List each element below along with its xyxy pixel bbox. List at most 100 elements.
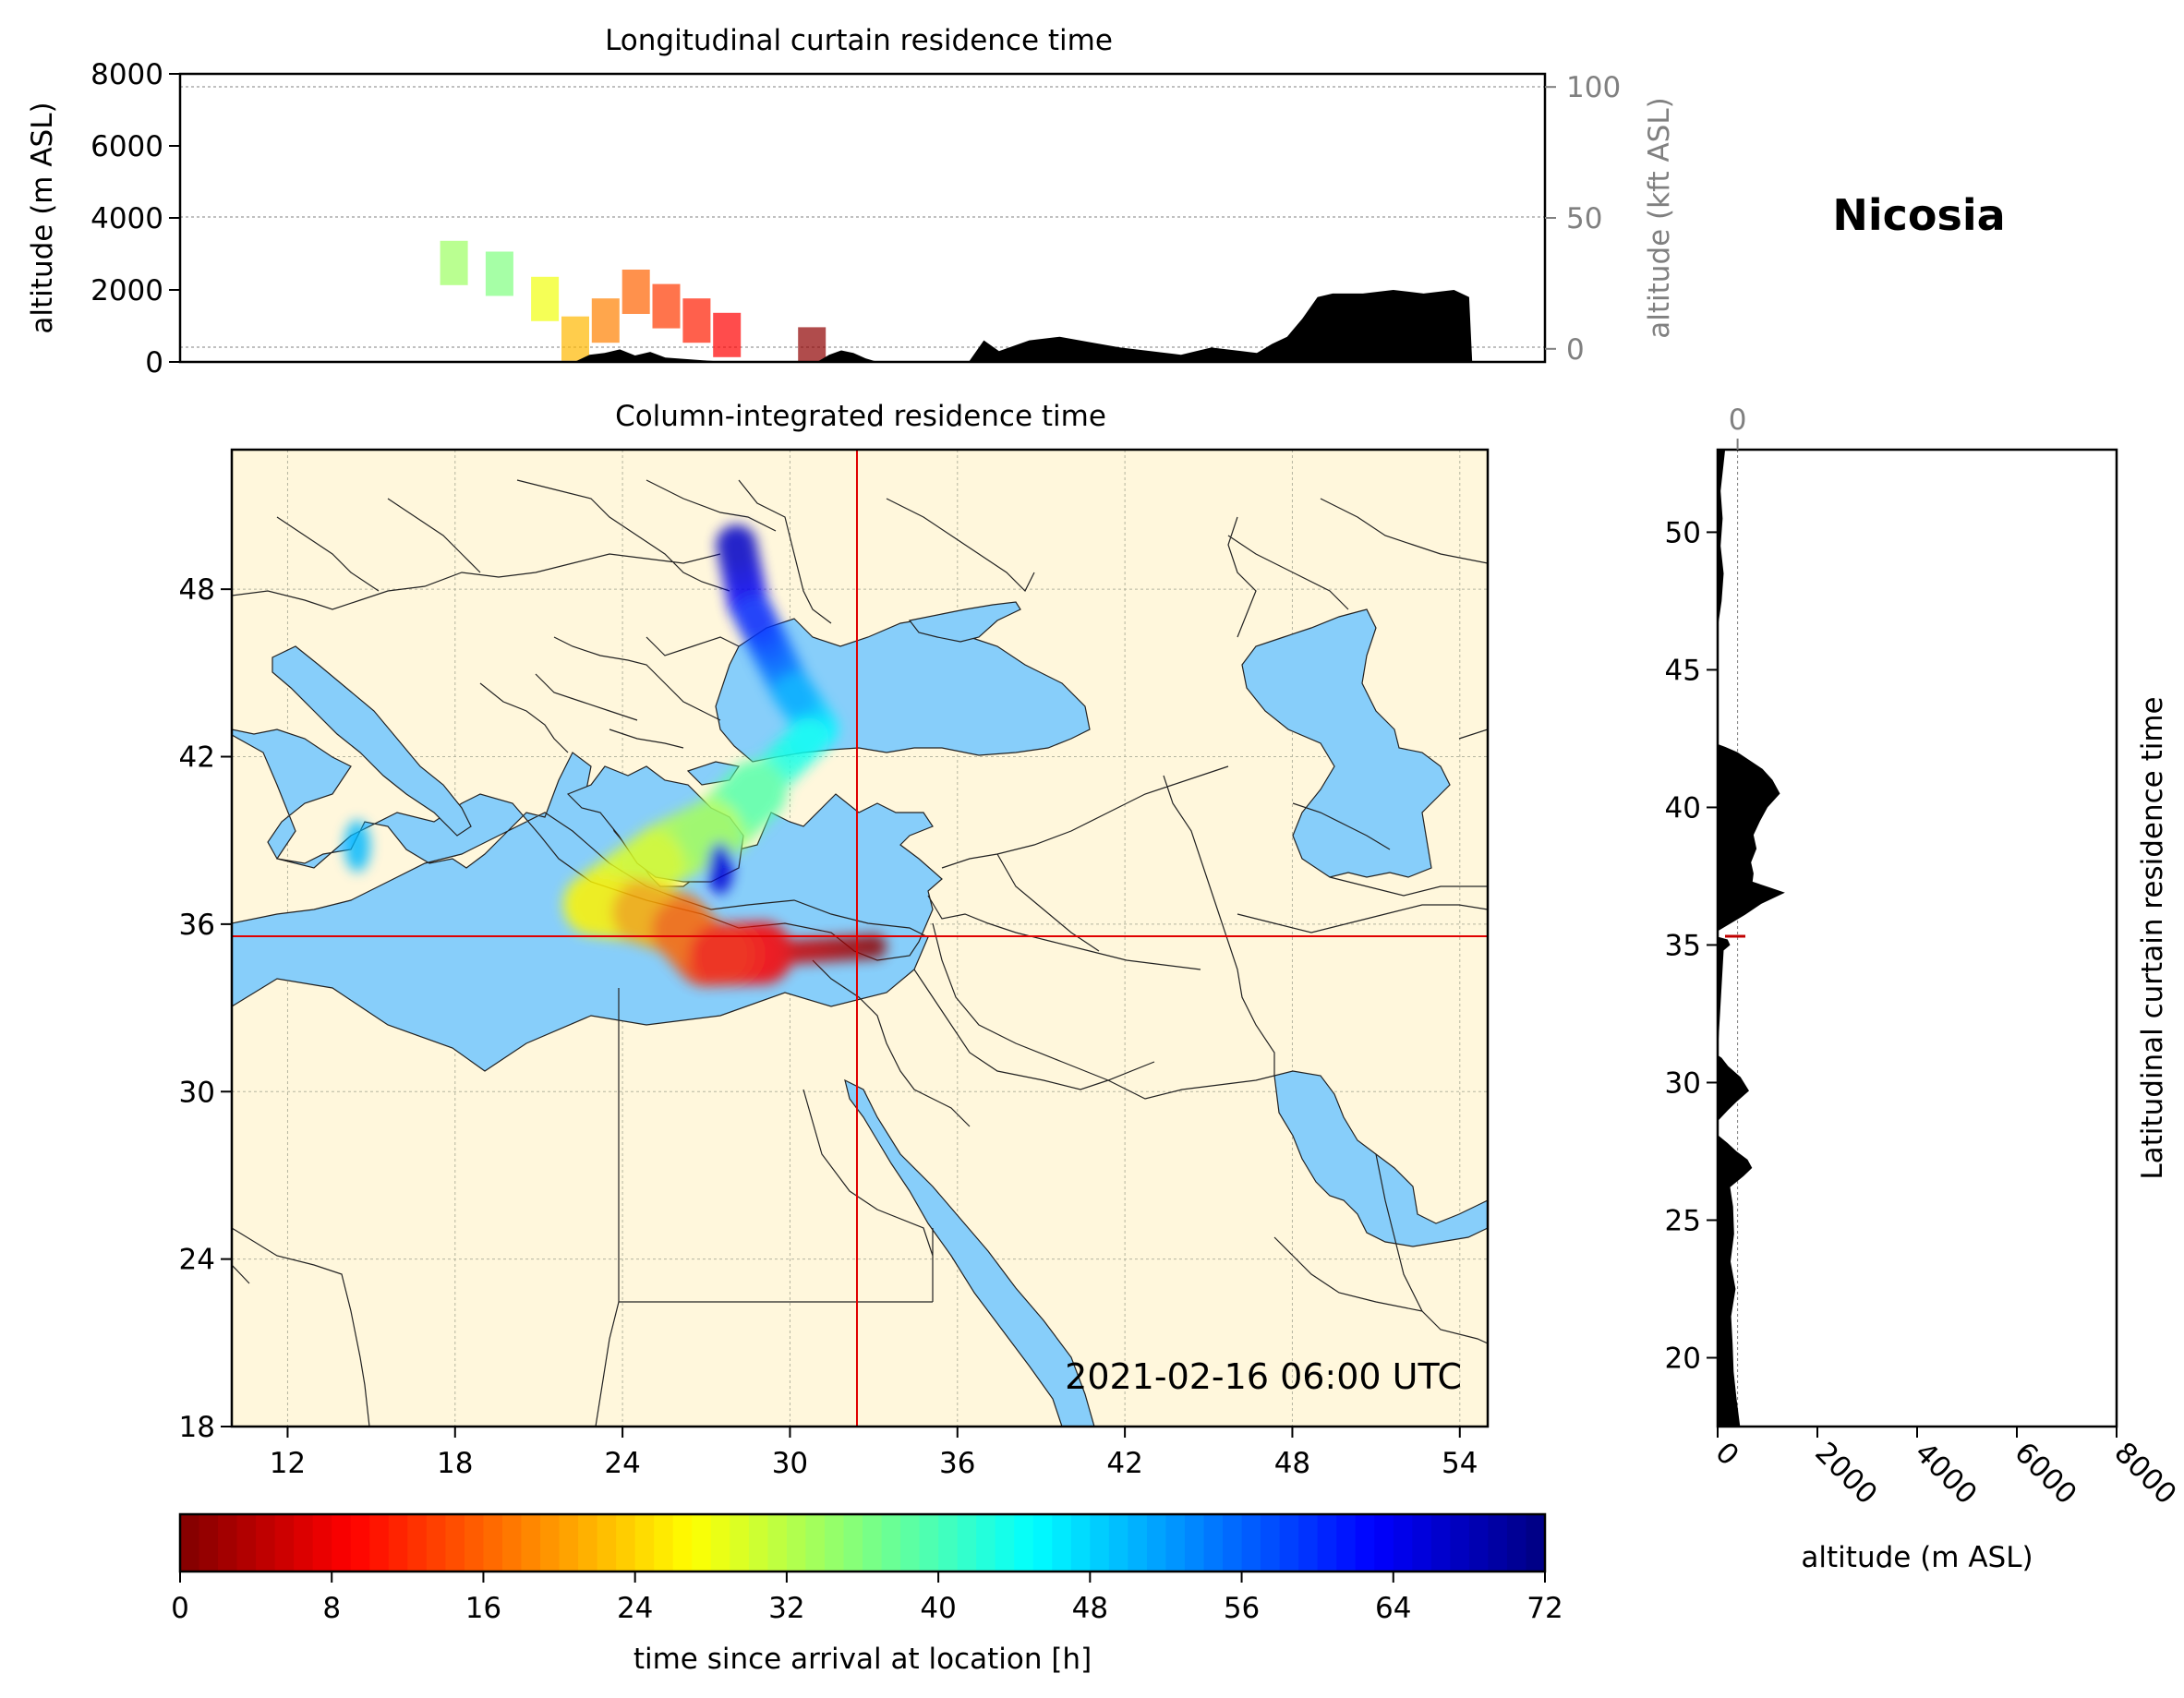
colorbar-tick-label: 48 [1072, 1592, 1108, 1625]
map-xtick-label: 30 [772, 1447, 808, 1480]
colorbar-cell [881, 1514, 901, 1572]
colorbar-cell [332, 1514, 352, 1572]
colorbar-cell [1032, 1514, 1053, 1572]
colorbar-tick-label: 72 [1526, 1592, 1563, 1625]
colorbar-cell [730, 1514, 750, 1572]
top-yticks-right: 0 50 100 [1545, 71, 1621, 367]
colorbar-cell [919, 1514, 939, 1572]
top-ytick-label: 0 [145, 346, 163, 379]
plume-blob [706, 842, 733, 895]
map-ytick-label: 42 [179, 741, 215, 775]
colorbar-cell [692, 1514, 712, 1572]
colorbar-cell [445, 1514, 465, 1572]
residence-cell [440, 240, 468, 285]
map-xtick-label: 48 [1274, 1447, 1310, 1480]
map-xticks: 12 18 24 30 36 42 48 54 [270, 1427, 1478, 1480]
colorbar-cell [710, 1514, 730, 1572]
colorbar-cell [1165, 1514, 1186, 1572]
top-ytick-label: 4000 [90, 202, 163, 235]
colorbar-cell [805, 1514, 826, 1572]
colorbar-cell [1526, 1514, 1546, 1572]
colorbar-cell [1279, 1514, 1299, 1572]
colorbar-tick-label: 0 [171, 1592, 189, 1625]
colorbar-cell [1223, 1514, 1243, 1572]
colorbar-cell [1241, 1514, 1261, 1572]
caspian-sea [1241, 608, 1451, 878]
colorbar-cell [1146, 1514, 1167, 1572]
right-xticks: 0 2000 4000 6000 8000 [1708, 1427, 2183, 1511]
colorbar-tick-label: 24 [617, 1592, 653, 1625]
location-title: Nicosia [1832, 190, 2005, 240]
residence-cell [713, 312, 742, 357]
colorbar-cell [976, 1514, 996, 1572]
colorbar-cell [1450, 1514, 1470, 1572]
top-panel: Longitudinal curtain residence time 0 200… [26, 24, 1676, 379]
right-ylabel: Latitudinal curtain residence time [2136, 696, 2169, 1179]
map-xtick-label: 18 [437, 1447, 473, 1480]
colorbar-cell [634, 1514, 655, 1572]
colorbar-cell [748, 1514, 768, 1572]
colorbar-cell [407, 1514, 428, 1572]
colorbar-cell [1355, 1514, 1375, 1572]
colorbar-cell [464, 1514, 485, 1572]
map-ytick-label: 24 [179, 1244, 215, 1277]
colorbar-cell [274, 1514, 295, 1572]
right-xtick-top-label: 0 [1729, 403, 1747, 437]
plume-blob [734, 596, 776, 638]
colorbar-cell [256, 1514, 276, 1572]
map-xtick-label: 42 [1106, 1447, 1142, 1480]
colorbar-cell [1261, 1514, 1281, 1572]
colorbar-cell [540, 1514, 561, 1572]
map-panel-title: Column-integrated residence time [615, 400, 1106, 433]
right-ytick-label: 30 [1665, 1066, 1701, 1100]
top-ytick-right-label: 0 [1566, 333, 1585, 367]
map-xtick-label: 36 [939, 1447, 975, 1480]
colorbar-cell [957, 1514, 977, 1572]
colorbar-cell [559, 1514, 579, 1572]
right-xtick-label: 8000 [2107, 1436, 2182, 1511]
colorbar-cell [938, 1514, 959, 1572]
colorbar-cell [483, 1514, 503, 1572]
right-xtick-label: 0 [1708, 1436, 1744, 1472]
top-ytick-right-label: 50 [1566, 202, 1602, 235]
residence-cell [591, 298, 620, 343]
colorbar-cell [597, 1514, 617, 1572]
colorbar-cell [1488, 1514, 1508, 1572]
map-ytick-label: 36 [179, 909, 215, 942]
residence-cell [531, 276, 560, 321]
right-xtick-label: 2000 [1808, 1436, 1883, 1511]
plume-blob [790, 938, 817, 965]
colorbar-tick-label: 16 [465, 1592, 501, 1625]
colorbar-cell [1184, 1514, 1205, 1572]
country-borders [232, 479, 1488, 1427]
colorbar-tick-label: 8 [322, 1592, 341, 1625]
colorbar-tick-label: 64 [1375, 1592, 1411, 1625]
map-ytick-label: 18 [179, 1411, 215, 1444]
colorbar-cell [1317, 1514, 1337, 1572]
top-ylabel-right: altitude (kft ASL) [1643, 97, 1676, 338]
plume-blob [774, 673, 815, 715]
map-xtick-label: 24 [604, 1447, 640, 1480]
colorbar-cell [1468, 1514, 1490, 1572]
right-xtick-label: 6000 [2008, 1436, 2082, 1511]
colorbar-cell [1090, 1514, 1110, 1572]
colorbar-cell [1412, 1514, 1432, 1572]
colorbar-cell [672, 1514, 693, 1572]
colorbar-cell [1430, 1514, 1451, 1572]
colorbar-cell [1336, 1514, 1357, 1572]
plume-blob [723, 760, 787, 824]
top-ytick-label: 2000 [90, 274, 163, 307]
top-panel-title: Longitudinal curtain residence time [605, 24, 1113, 57]
map-yticks: 18 24 30 36 42 48 [179, 573, 232, 1444]
map-xtick-label: 54 [1442, 1447, 1478, 1480]
colorbar-cell [900, 1514, 921, 1572]
colorbar-cell [863, 1514, 883, 1572]
colorbar-cell [236, 1514, 257, 1572]
colorbar-tick-label: 56 [1224, 1592, 1260, 1625]
residence-cell [485, 251, 513, 296]
residence-cell [682, 298, 711, 343]
top-ytick-label: 6000 [90, 130, 163, 163]
colorbar-cell [1070, 1514, 1091, 1572]
